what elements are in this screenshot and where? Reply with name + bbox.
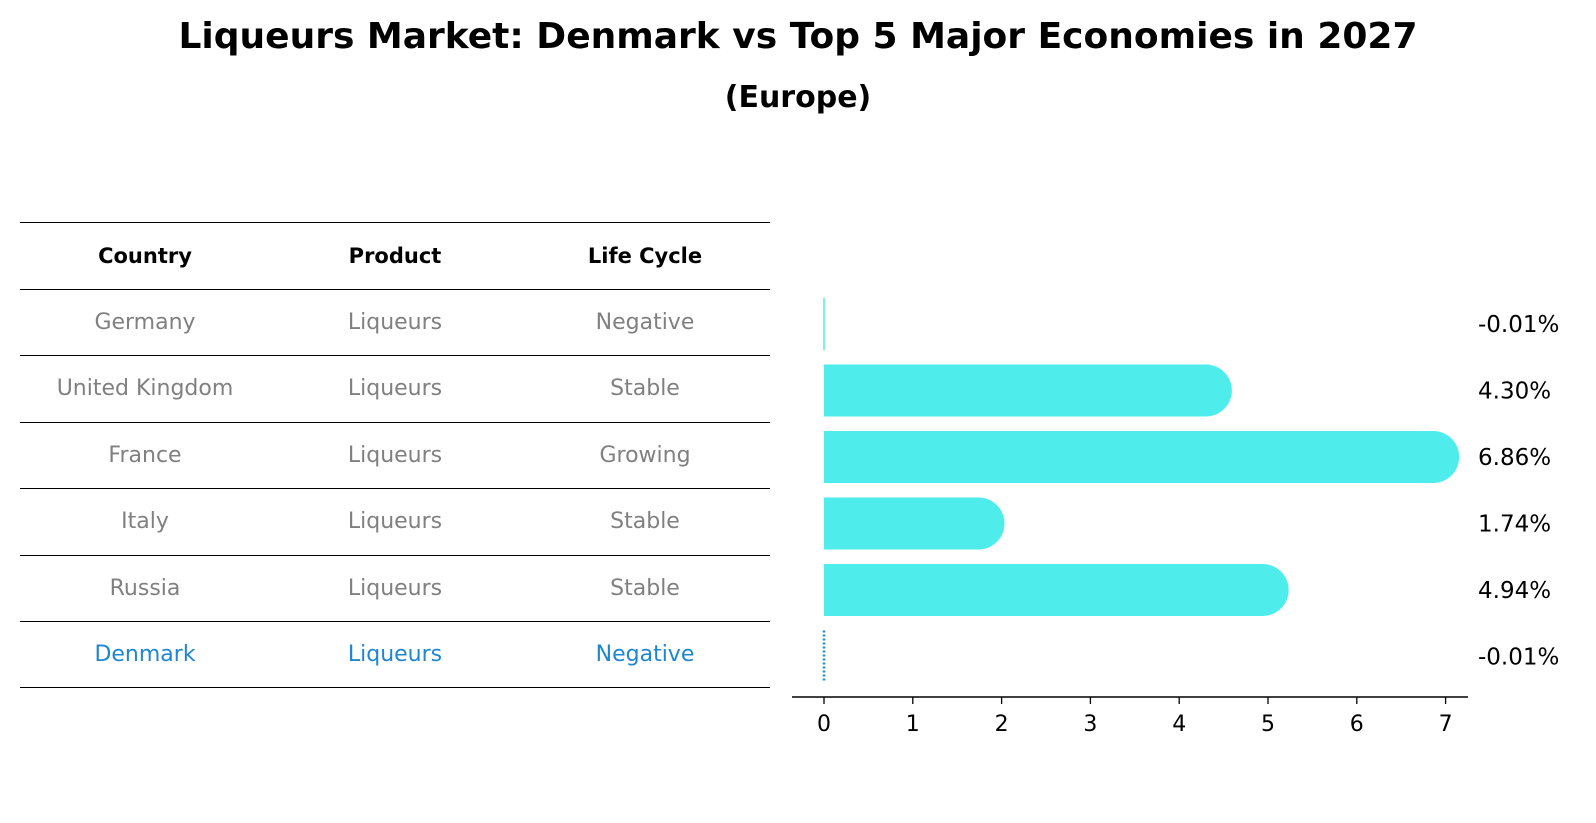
cell-product: Liqueurs [347,376,443,402]
bar-value-label: -0.01% [1478,312,1559,338]
x-tick-label: 3 [1083,712,1097,737]
table-row: Russia Liqueurs Stable [20,554,770,622]
cell-country: France [108,442,182,468]
table-row: France Liqueurs Growing [20,421,770,489]
header-product: Product [348,243,442,268]
cell-country: Russia [109,575,181,601]
cell-life-cycle: Negative [595,309,695,335]
cell-life-cycle: Stable [610,509,680,535]
bar-value-label: 4.94% [1478,578,1551,604]
cell-product: Liqueurs [347,509,443,535]
header-country: Country [98,243,192,268]
table-row: Germany Liqueurs Negative [20,288,770,356]
table-row: Italy Liqueurs Stable [20,488,770,555]
cell-life-cycle: Negative [595,641,695,667]
cell-country: United Kingdom [56,376,234,402]
bar [824,364,1232,417]
cell-life-cycle: Growing [599,442,691,468]
table-header-row: Country Product Life Cycle [20,222,770,289]
cell-life-cycle: Stable [610,575,680,601]
x-tick-label: 6 [1350,712,1364,737]
x-tick-label: 5 [1261,712,1275,737]
x-tick-label: 2 [995,712,1009,737]
bar [824,431,1460,483]
cell-product: Liqueurs [347,442,443,468]
header-life-cycle: Life Cycle [587,243,703,268]
bar-value-label: 6.86% [1478,445,1551,471]
x-tick-label: 1 [906,712,920,737]
cell-product: Liqueurs [347,575,443,601]
bar-value-label: -0.01% [1478,645,1559,671]
bar-value-label: 1.74% [1478,512,1551,538]
cell-country: Italy [121,509,169,535]
table-row: United Kingdom Liqueurs Stable [20,355,770,422]
cell-product: Liqueurs [347,641,443,667]
table-row: Denmark Liqueurs Negative [20,621,770,688]
bar [824,497,1005,550]
cell-country: Denmark [94,641,196,667]
cell-country: Germany [94,309,196,335]
cell-product: Liqueurs [347,309,443,335]
bar [824,564,1289,616]
x-tick-label: 0 [817,712,831,737]
x-tick-label: 4 [1172,712,1186,737]
chart-subtitle: (Europe) [724,80,872,115]
chart-title: Liqueurs Market: Denmark vs Top 5 Major … [178,16,1418,57]
data-table: Country Product Life Cycle Germany Lique… [20,222,770,688]
bar-value-label: 4.30% [1478,379,1551,405]
cell-life-cycle: Stable [610,376,680,402]
x-tick-label: 7 [1439,712,1453,737]
